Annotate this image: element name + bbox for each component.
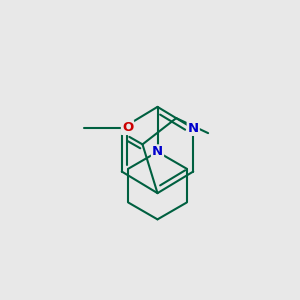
Text: N: N (152, 146, 163, 158)
Text: O: O (122, 121, 133, 134)
Text: N: N (188, 122, 199, 135)
